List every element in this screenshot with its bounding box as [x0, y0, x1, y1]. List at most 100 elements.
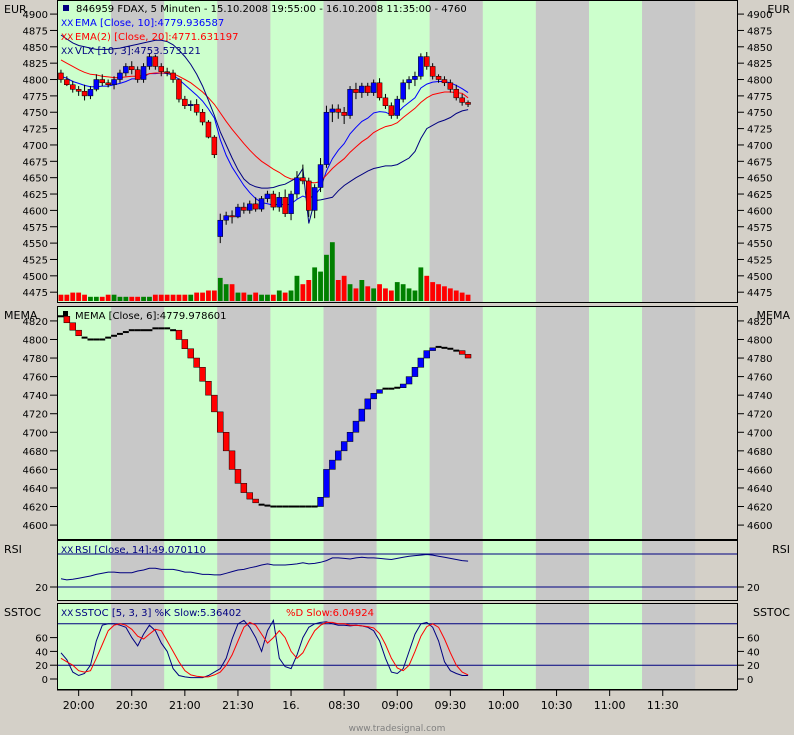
candle-down [64, 79, 70, 86]
volume-bar [88, 296, 93, 301]
price-tick-label-right: 4625 [747, 190, 772, 201]
volume-bar [459, 292, 465, 301]
volume-bar [282, 292, 288, 301]
rsi-band-green [376, 541, 430, 600]
mema-label-right: MEMA [757, 309, 791, 322]
candle-down [199, 111, 206, 123]
price-band-green [376, 1, 430, 302]
ema10-legend-marker: XX [61, 19, 73, 29]
price-tick-label-right: 4500 [747, 272, 772, 283]
mema-step-down [199, 367, 206, 382]
volume-bar [164, 294, 170, 301]
price-panel: 4475 4475 4500 4500 4525 4525 4550 4550 4575 4575… [23, 10, 772, 301]
volume-bar [294, 275, 300, 301]
mema-step-down [458, 350, 466, 355]
candle-down [465, 102, 471, 105]
volume-bar [152, 294, 158, 301]
volume-bar [312, 267, 318, 301]
rsi-line [60, 553, 469, 581]
rsi-label-left: RSI [4, 543, 22, 556]
candle-down [205, 121, 212, 138]
candle-up [412, 76, 418, 80]
rsi-label-right: RSI [772, 543, 790, 556]
candle-down [99, 79, 105, 84]
mema-step-up [417, 357, 425, 368]
instrument-icon [63, 5, 69, 11]
candle-up [347, 89, 353, 116]
rsi-band-green [589, 541, 643, 600]
sstoc-tick-label-right: 40 [747, 647, 760, 658]
mema-step-up [340, 441, 348, 452]
candle-up [311, 187, 318, 211]
mema-step-up [429, 347, 436, 351]
mema-step-up [364, 398, 371, 410]
price-tick-label-left: 4675 [23, 157, 48, 168]
price-band-gray [429, 1, 483, 302]
rsi-legend: RSI [Close, 14]:49.070110 [75, 545, 206, 556]
series-line-1 [60, 72, 469, 206]
volume-bar [82, 294, 87, 301]
mema-tick-label-left: 4680 [23, 447, 48, 458]
mema-band-green [58, 307, 112, 539]
volume-bar [158, 294, 164, 301]
mema-step-up [346, 432, 354, 442]
mema-band-green [589, 307, 643, 539]
price-tick-label-right: 4550 [747, 239, 772, 250]
volume-bar [436, 284, 441, 301]
mema-tick-label-left: 4780 [23, 354, 48, 365]
candle-down [270, 193, 277, 208]
price-tick-label-left: 4500 [23, 272, 48, 283]
mema-band-gray [323, 307, 377, 539]
candle-up [146, 56, 153, 67]
volume-bar [194, 292, 200, 301]
vlx-legend: VLX [10, 3]:4753.573121 [75, 46, 201, 57]
price-tick-label-left: 4650 [23, 174, 48, 185]
sstoc-band-green [58, 604, 112, 689]
time-axis: 20:00 20:30 21:00 21:30 16. 08:30 09:00 09:30 10… [57, 689, 737, 712]
price-band-gray [642, 1, 696, 302]
volume-bar [58, 294, 64, 301]
price-tick-label-left: 4475 [23, 288, 48, 299]
mema-step-down [234, 469, 242, 484]
volume-bar [306, 280, 312, 301]
sstoc-d-line [60, 621, 469, 678]
volume-bar [182, 294, 188, 301]
mema-tick-label-left: 4720 [23, 410, 48, 421]
mema-step-up [376, 389, 383, 394]
candle-down [170, 72, 176, 80]
mema-label-left: MEMA [4, 309, 38, 322]
mema-tick-label-right: 4720 [747, 410, 772, 421]
mema-step-up [323, 469, 330, 498]
rsi-legend-marker: XX [61, 546, 73, 556]
candle-down [435, 76, 442, 80]
price-band-gray [111, 1, 165, 302]
sstoc-legend-k: SSTOC [5, 3, 3] %K Slow:5.36402 [75, 608, 241, 619]
candle-down [306, 180, 312, 211]
candle-down [382, 97, 389, 106]
candle-down [182, 98, 188, 106]
session-bands [58, 1, 696, 689]
volume-bar [424, 275, 430, 301]
rsi-band-gray [323, 541, 377, 600]
mema-band-gray [111, 307, 165, 539]
price-currency-left: EUR [4, 3, 27, 16]
sstoc-tick-label-left: 40 [35, 647, 48, 658]
rsi-tick-label-left: 20 [35, 583, 48, 594]
mema-band-gray [217, 307, 271, 539]
candle-up [359, 85, 365, 93]
candle-up [117, 72, 123, 80]
mema-step-down [464, 354, 472, 359]
volume-bar [105, 294, 111, 301]
candle-up [111, 79, 117, 86]
candle-down [70, 84, 76, 90]
mema-band-green [270, 307, 324, 539]
candle-up [394, 98, 400, 116]
candle-down [365, 85, 371, 93]
volume-bar [430, 282, 436, 301]
mema-step-up [329, 459, 336, 470]
rsi-panel: 20 20 [35, 553, 760, 594]
mema-step-down [69, 322, 76, 331]
candle-down [164, 71, 170, 74]
candle-up [329, 108, 336, 113]
price-tick-label-right: 4725 [747, 125, 772, 136]
